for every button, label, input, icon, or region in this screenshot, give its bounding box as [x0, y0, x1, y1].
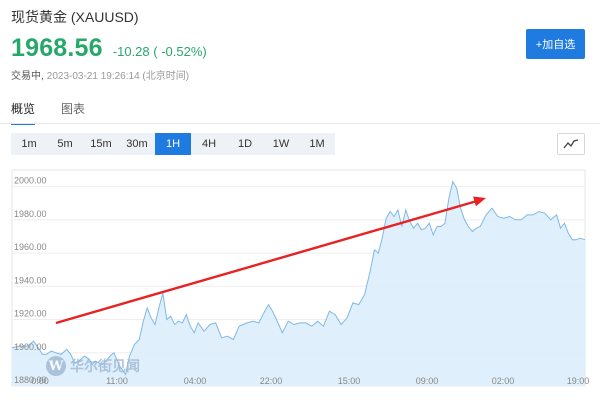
price-row: 1968.56 -10.28 ( -0.52%) [11, 34, 207, 63]
y-tick-label: 1980.00 [14, 209, 47, 219]
period-30m[interactable]: 30m [126, 138, 148, 150]
add-watchlist-button[interactable]: +加自选 [526, 29, 585, 59]
y-tick-label: 1920.00 [14, 309, 47, 319]
period-1w[interactable]: 1W [272, 138, 290, 150]
period-5m[interactable]: 5m [57, 138, 73, 150]
price-change: -10.28 ( -0.52%) [112, 44, 207, 59]
tab-chart[interactable]: 图表 [61, 102, 86, 116]
tab-overview[interactable]: 概览 [11, 100, 36, 125]
period-selector: 1m 5m 15m 30m 1H 4H 1D 1W 1M [11, 133, 335, 155]
price-chart[interactable]: 1880.00 1900.00 1920.00 1940.00 1960.00 1980.… [0, 162, 600, 400]
x-tick-label: 02:00 [492, 376, 515, 386]
view-tabs: 概览 图表 [11, 100, 111, 125]
price-chart-svg: 1880.00 1900.00 1920.00 1940.00 1960.00 1980.… [11, 169, 590, 387]
y-tick-label: 1940.00 [14, 275, 47, 285]
instrument-title: 现货黄金 (XAUUSD) [11, 9, 139, 25]
x-tick-label: 15:00 [338, 376, 361, 386]
y-tick-label: 1880.00 [14, 375, 47, 385]
watermark-logo: W [46, 356, 66, 376]
trading-status-label: 交易中, [11, 71, 44, 82]
x-tick-label: 0:00 [31, 376, 49, 386]
watermark: W 华尔街见闻 [46, 356, 140, 376]
watermark-text: 华尔街见闻 [70, 359, 140, 375]
chart-type-toggle[interactable] [557, 133, 585, 155]
period-1mo[interactable]: 1M [309, 138, 325, 150]
y-tick-label: 1900.00 [14, 342, 47, 352]
price-series-line [11, 180, 586, 376]
tabs-divider [0, 123, 600, 124]
x-tick-label: 09:00 [416, 376, 439, 386]
current-price: 1968.56 [11, 34, 103, 62]
trend-arrow-line [55, 199, 478, 325]
period-15m[interactable]: 15m [90, 138, 112, 150]
price-area-fill [12, 181, 585, 386]
quote-timestamp: 2023-03-21 19:26:14 (北京时间) [46, 71, 190, 82]
line-chart-icon [563, 139, 579, 149]
trend-arrow-head [473, 196, 486, 207]
y-tick-label: 1960.00 [14, 242, 47, 252]
period-1h[interactable]: 1H [155, 133, 191, 155]
x-tick-label: 04:00 [184, 376, 207, 386]
x-tick-label: 22:00 [260, 376, 283, 386]
x-tick-label: 19:00 [567, 376, 590, 386]
period-1d[interactable]: 1D [237, 138, 253, 150]
x-tick-label: 11:00 [106, 376, 128, 386]
trading-status: 交易中, 2023-03-21 19:26:14 (北京时间) [11, 67, 189, 82]
period-4h[interactable]: 4H [201, 138, 217, 150]
period-1m[interactable]: 1m [21, 138, 37, 150]
y-tick-label: 2000.00 [14, 176, 47, 186]
